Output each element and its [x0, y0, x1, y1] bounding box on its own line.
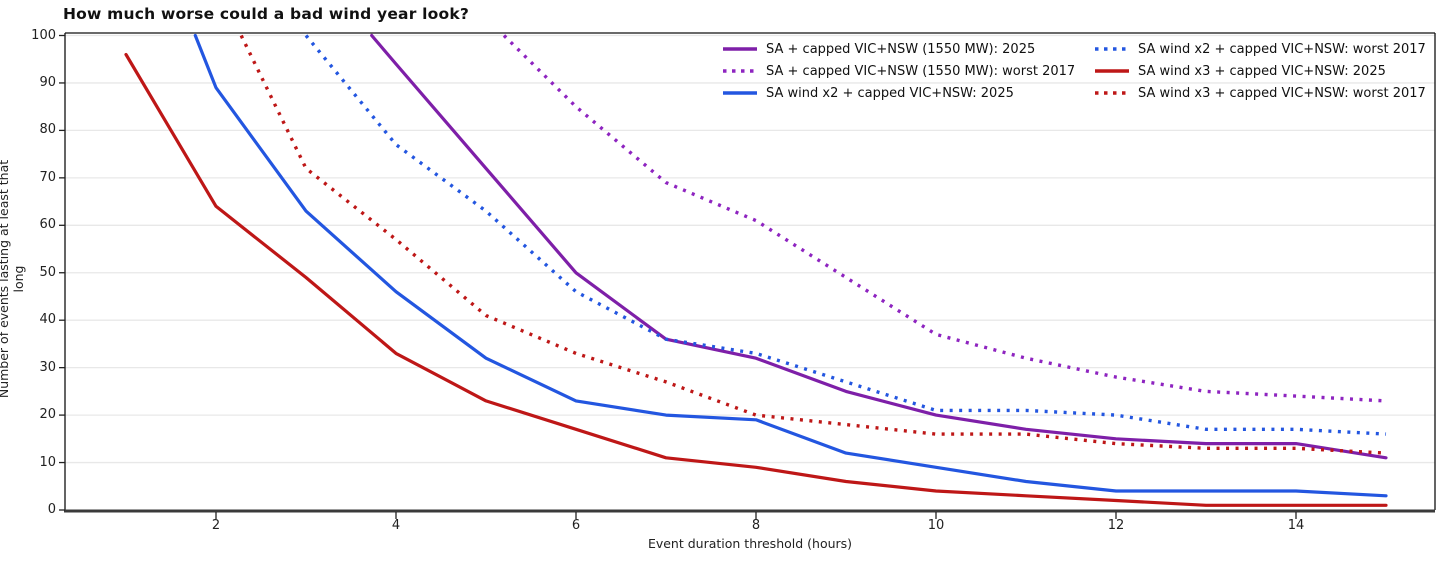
x-tick-label: 8	[751, 518, 761, 533]
page-title: How much worse could a bad wind year loo…	[63, 5, 470, 23]
legend-line-sample	[723, 69, 757, 73]
y-tick-label: 60	[39, 217, 56, 233]
legend: SA + capped VIC+NSW (1550 MW): 2025 SA +…	[722, 38, 1426, 104]
y-tick-label: 20	[39, 407, 56, 423]
legend-item-sa-wind-x2-2025: SA wind x2 + capped VIC+NSW: 2025	[722, 82, 1094, 104]
y-tick-label: 70	[39, 169, 56, 185]
legend-label: SA wind x2 + capped VIC+NSW: worst 2017	[1138, 41, 1426, 57]
x-tick-label: 4	[391, 518, 401, 533]
x-axis-label: Event duration threshold (hours)	[647, 536, 853, 551]
y-tick-label: 90	[39, 74, 56, 90]
legend-label: SA + capped VIC+NSW (1550 MW): 2025	[766, 41, 1036, 57]
legend-line-sample	[1095, 69, 1129, 73]
legend-item-sa-wind-x2-worst2017: SA wind x2 + capped VIC+NSW: worst 2017	[1094, 38, 1426, 60]
legend-line-sample	[1095, 91, 1129, 95]
legend-line-sample	[723, 91, 757, 95]
x-tick-label: 14	[1287, 518, 1305, 533]
legend-label: SA wind x3 + capped VIC+NSW: worst 2017	[1138, 85, 1426, 101]
series-line	[124, 52, 1388, 507]
legend-item-sa-wind-x3-worst2017: SA wind x3 + capped VIC+NSW: worst 2017	[1094, 82, 1426, 104]
x-tick-label: 2	[211, 518, 221, 533]
series-line	[239, 34, 1387, 455]
legend-item-sa-capped-worst2017: SA + capped VIC+NSW (1550 MW): worst 201…	[722, 60, 1094, 82]
y-tick-label: 0	[47, 502, 56, 517]
legend-label: SA wind x2 + capped VIC+NSW: 2025	[766, 85, 1014, 101]
x-tick-label: 12	[1107, 518, 1125, 533]
x-tick-label: 10	[927, 518, 945, 533]
y-tick-label: 30	[39, 359, 56, 375]
series-line	[304, 34, 1387, 436]
y-tick-label: 80	[39, 122, 56, 138]
legend-line-sample	[1095, 47, 1129, 51]
legend-item-sa-wind-x3-2025: SA wind x3 + capped VIC+NSW: 2025	[1094, 60, 1426, 82]
legend-item-sa-capped-2025: SA + capped VIC+NSW (1550 MW): 2025	[722, 38, 1094, 60]
x-tick-label: 6	[571, 518, 581, 533]
legend-line-sample	[723, 47, 757, 51]
y-tick-label: 40	[39, 312, 56, 328]
series-line	[193, 33, 1388, 498]
legend-label: SA wind x3 + capped VIC+NSW: 2025	[1138, 63, 1386, 79]
legend-label: SA + capped VIC+NSW (1550 MW): worst 201…	[766, 63, 1076, 79]
y-tick-label: 100	[31, 27, 56, 43]
y-tick-label: 50	[39, 264, 56, 280]
y-tick-label: 10	[39, 454, 56, 470]
series-line	[370, 33, 1388, 460]
